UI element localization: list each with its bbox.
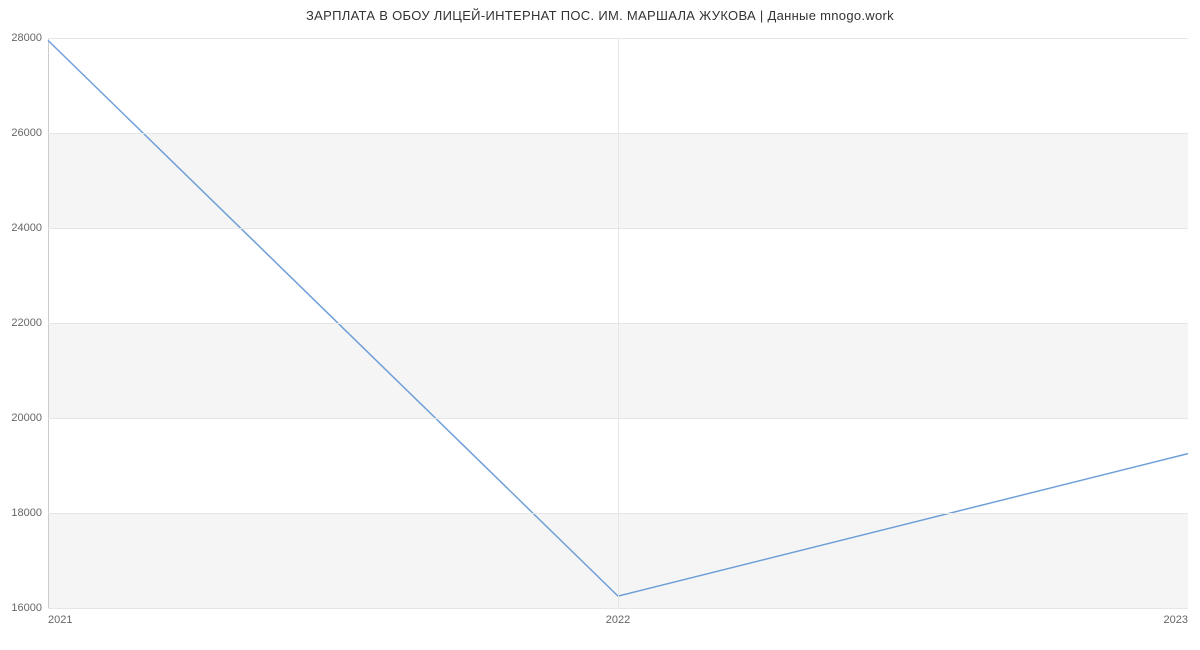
- y-tick-label: 26000: [11, 127, 48, 139]
- y-tick-label: 28000: [11, 32, 48, 44]
- x-tick-label: 2023: [1164, 608, 1188, 626]
- x-gridline: [618, 38, 619, 608]
- salary-line-chart: ЗАРПЛАТА В ОБОУ ЛИЦЕЙ-ИНТЕРНАТ ПОС. ИМ. …: [0, 0, 1200, 650]
- y-tick-label: 24000: [11, 222, 48, 234]
- x-tick-label: 2021: [48, 608, 72, 626]
- chart-title: ЗАРПЛАТА В ОБОУ ЛИЦЕЙ-ИНТЕРНАТ ПОС. ИМ. …: [0, 0, 1200, 23]
- plot-area: 1600018000200002200024000260002800020212…: [48, 38, 1188, 608]
- y-tick-label: 18000: [11, 507, 48, 519]
- y-tick-label: 16000: [11, 602, 48, 614]
- y-tick-label: 22000: [11, 317, 48, 329]
- x-tick-label: 2022: [606, 608, 630, 626]
- y-tick-label: 20000: [11, 412, 48, 424]
